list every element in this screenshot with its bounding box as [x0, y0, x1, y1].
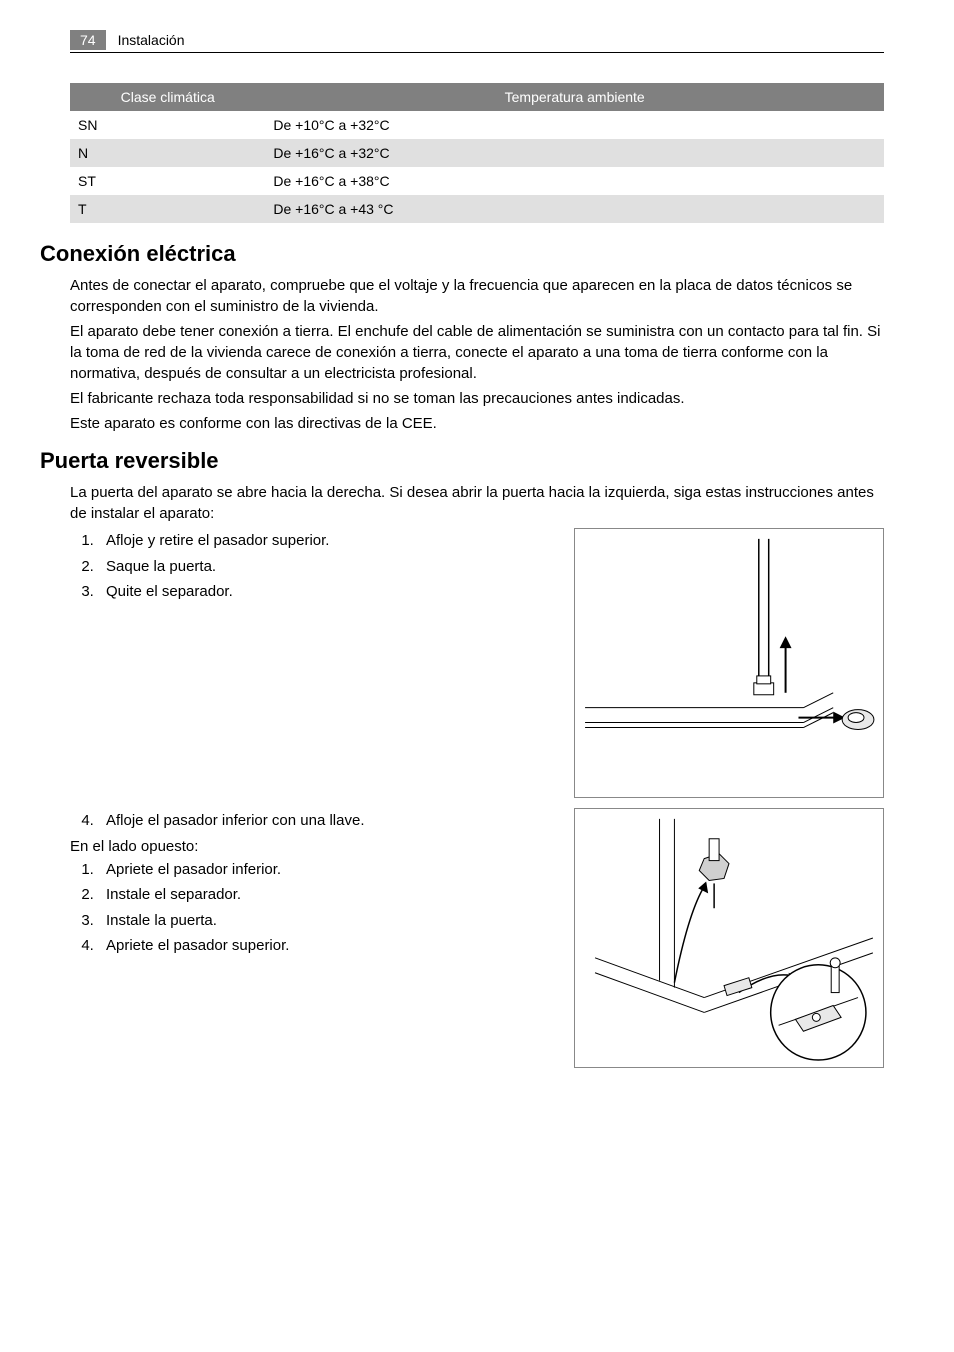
page-header: 74 Instalación — [70, 30, 884, 53]
table-header-temp: Temperatura ambiente — [265, 83, 884, 111]
table-cell: De +16°C a +32°C — [265, 139, 884, 167]
instruction-list-2: Apriete el pasador inferior. Instale el … — [98, 857, 554, 959]
figure-bottom-hinge — [574, 808, 884, 1068]
table-row: ST De +16°C a +38°C — [70, 167, 884, 195]
intro-text: La puerta del aparato se abre hacia la d… — [70, 482, 884, 524]
table-cell: De +16°C a +43 °C — [265, 195, 884, 223]
page-number: 74 — [70, 30, 106, 50]
paragraph: Antes de conectar el aparato, compruebe … — [70, 275, 884, 317]
table-header-class: Clase climática — [70, 83, 265, 111]
figure-top-hinge — [574, 528, 884, 798]
section-electrical: Conexión eléctrica Antes de conectar el … — [70, 241, 884, 434]
opposite-label: En el lado opuesto: — [70, 836, 554, 857]
table-row: T De +16°C a +43 °C — [70, 195, 884, 223]
section-reversible-door: Puerta reversible La puerta del aparato … — [70, 448, 884, 1068]
list-item: Quite el separador. — [98, 579, 554, 605]
list-item: Apriete el pasador superior. — [98, 933, 554, 959]
list-item: Afloje el pasador inferior con una llave… — [98, 808, 554, 834]
heading-reversible: Puerta reversible — [40, 448, 884, 474]
header-title: Instalación — [118, 32, 185, 48]
list-item: Instale el separador. — [98, 882, 554, 908]
paragraph: El fabricante rechaza toda responsabilid… — [70, 388, 884, 409]
table-cell: N — [70, 139, 265, 167]
table-cell: T — [70, 195, 265, 223]
instruction-list-1: Afloje y retire el pasador superior. Saq… — [98, 528, 554, 605]
table-cell: De +16°C a +38°C — [265, 167, 884, 195]
instruction-list-1b: Afloje el pasador inferior con una llave… — [98, 808, 554, 834]
list-item: Apriete el pasador inferior. — [98, 857, 554, 883]
table-cell: De +10°C a +32°C — [265, 111, 884, 139]
table-cell: ST — [70, 167, 265, 195]
table-row: N De +16°C a +32°C — [70, 139, 884, 167]
paragraph: El aparato debe tener conexión a tierra.… — [70, 321, 884, 384]
list-item: Instale la puerta. — [98, 908, 554, 934]
table-cell: SN — [70, 111, 265, 139]
paragraph: Este aparato es conforme con las directi… — [70, 413, 884, 434]
climate-table: Clase climática Temperatura ambiente SN … — [70, 83, 884, 223]
list-item: Saque la puerta. — [98, 554, 554, 580]
list-item: Afloje y retire el pasador superior. — [98, 528, 554, 554]
heading-electrical: Conexión eléctrica — [40, 241, 884, 267]
table-row: SN De +10°C a +32°C — [70, 111, 884, 139]
